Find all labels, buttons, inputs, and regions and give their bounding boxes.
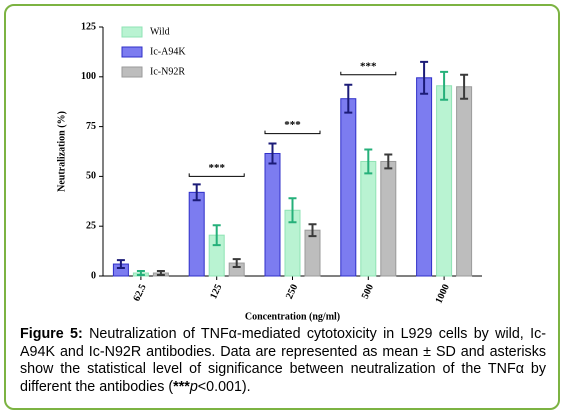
x-axis-label: Concentration (ng/ml) [245, 311, 340, 322]
legend-label: Wild [150, 26, 170, 37]
x-tick-label: 500 [360, 283, 376, 301]
significance-label: *** [284, 119, 301, 131]
caption-italic: p [189, 378, 198, 395]
error-bar [384, 153, 393, 170]
error-bar [232, 258, 241, 269]
caption-text: Neutralization of TNFα-mediated cytotoxi… [20, 326, 546, 395]
error-bar [156, 270, 165, 277]
error-bar [440, 70, 449, 101]
significance-label: *** [208, 162, 225, 174]
bar [416, 77, 433, 277]
error-bar [420, 60, 429, 95]
bar [188, 191, 205, 277]
caption-label: Figure 5: [20, 326, 83, 342]
bar [264, 152, 281, 277]
legend-swatch [121, 46, 143, 58]
figure-frame [4, 4, 560, 410]
y-tick-label: 75 [86, 121, 96, 132]
caption: Figure 5: Neutralization of TNFα-mediate… [20, 326, 546, 396]
bar [340, 98, 357, 277]
bar [436, 85, 453, 277]
legend-label: Ic-N92R [150, 66, 185, 77]
significance-bracket [340, 71, 397, 76]
y-tick-label: 25 [86, 220, 96, 231]
caption-stars: *** [173, 378, 190, 395]
error-bar [460, 73, 469, 100]
x-tick-label: 250 [284, 283, 300, 301]
error-bar [268, 142, 277, 165]
error-bar [136, 270, 145, 277]
error-bar [344, 83, 353, 114]
error-bar [364, 148, 373, 175]
legend-label: Ic-A94K [150, 46, 186, 57]
caption-text-end: <0.001). [197, 378, 251, 395]
bar [360, 160, 377, 277]
y-tick-label: 100 [81, 71, 96, 82]
legend-swatch [121, 66, 143, 78]
error-bar [212, 224, 221, 247]
bar [380, 160, 397, 277]
significance-label: *** [360, 60, 377, 72]
bar [456, 86, 473, 277]
error-bar [288, 197, 297, 224]
error-bar [192, 183, 201, 202]
y-tick-label: 0 [91, 270, 96, 281]
y-tick-label: 125 [81, 21, 96, 32]
x-tick-label: 125 [208, 283, 224, 301]
error-bar [116, 259, 125, 270]
legend-swatch [121, 26, 143, 38]
y-tick-label: 50 [86, 171, 96, 182]
x-tick-label: 1000 [433, 283, 451, 306]
x-tick-label: 62.5 [131, 283, 148, 304]
error-bar [308, 223, 317, 238]
significance-bracket [188, 173, 245, 177]
significance-bracket [264, 130, 321, 135]
y-axis-label: Neutralization (%) [56, 111, 67, 192]
